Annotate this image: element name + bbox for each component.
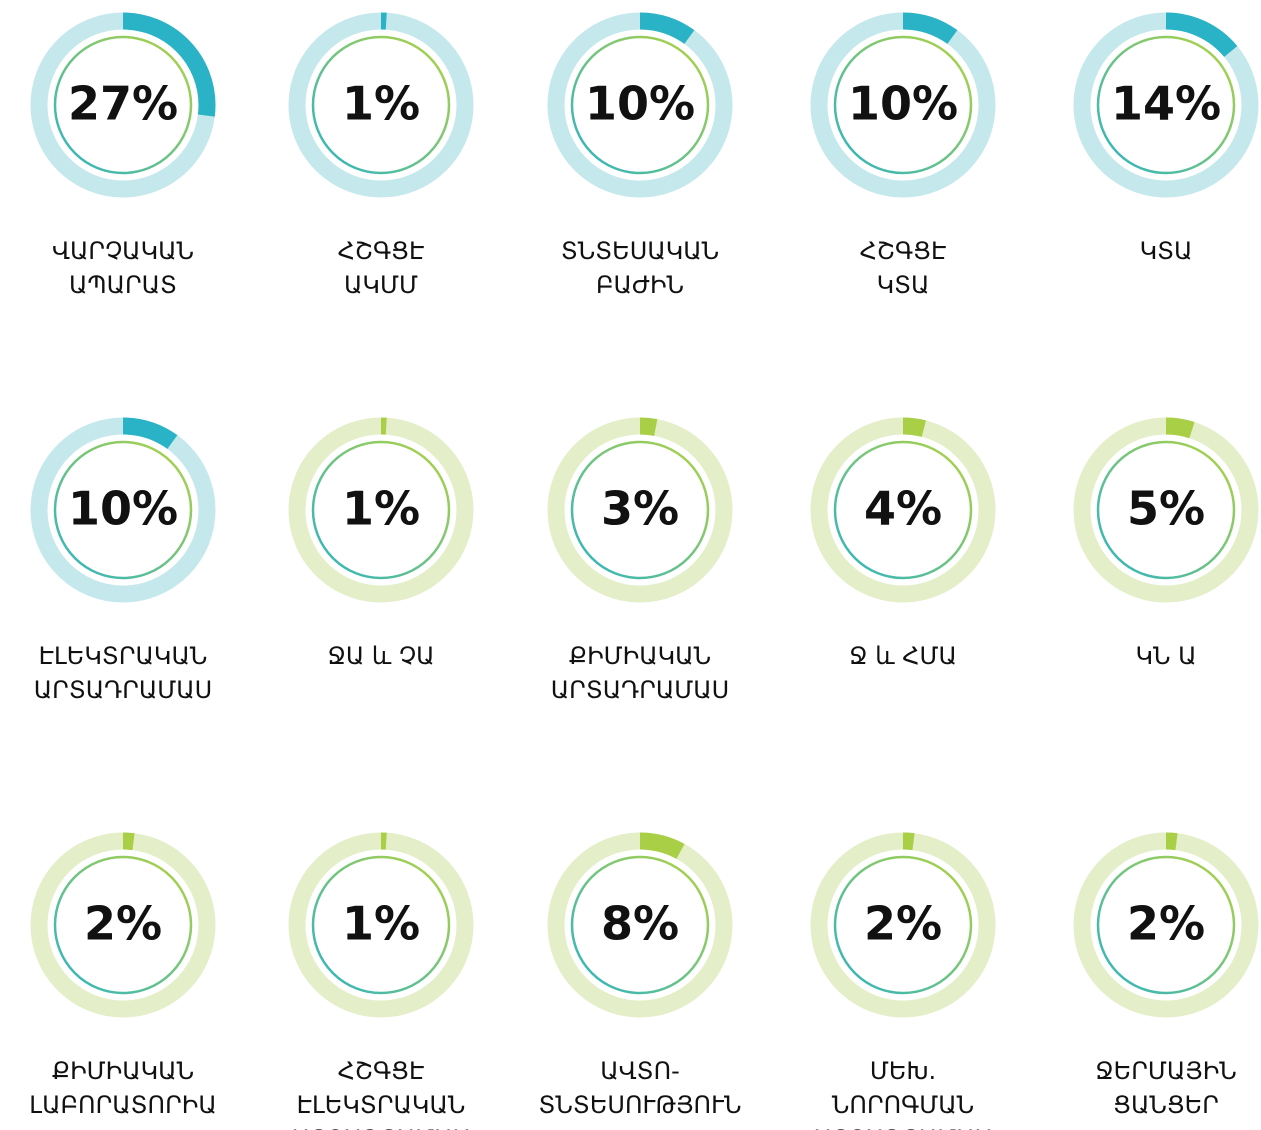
inner-ring [53,855,193,995]
gauge-label: ԼԱԲՈՐԱՏՈՐԻԱ [29,1091,216,1119]
percent-label: 1% [342,77,420,131]
inner-ring [1096,35,1236,175]
gauge-label: ԿՏԱ [877,271,930,299]
percent-label: 3% [601,482,679,536]
ring-arc [547,12,733,198]
percent-label: 2% [84,897,162,951]
inner-ring [570,440,710,580]
gauge-label: ՑԱՆՑԵՐ [1113,1091,1219,1119]
gauge-label: ԱՐՏԱԴՐԱՄԱՍ [292,1125,470,1130]
inner-ring [833,855,973,995]
ring-arc [547,417,733,603]
gauge-label: ՄԵԽ. [870,1057,936,1085]
ring-arc [1073,12,1259,198]
inner-ring [570,855,710,995]
percent-label: 10% [585,77,695,131]
inner-ring [1096,440,1236,580]
gauge-label: ՆՈՐՈԳՄԱՆ [832,1091,974,1119]
percent-label: 5% [1127,482,1205,536]
inner-ring [570,35,710,175]
percent-label: 2% [1127,897,1205,951]
gauge-label: ԱՎՏՈ- [600,1057,680,1085]
ring-arc [1073,417,1259,603]
ring-arc [1073,832,1259,1018]
ring-arc [288,832,474,1018]
percent-label: 4% [864,482,942,536]
gauge-label: ԲԱԺԻՆ [596,271,684,299]
gauge-label: ԱՊԱՐԱՏ [69,271,177,299]
gauge-label: ԱՐՏԱԴՐԱՄԱՍ [814,1125,992,1130]
percent-label: 8% [601,897,679,951]
gauge-label: ԱԿՄՄ [344,271,418,299]
ring-arc [810,832,996,1018]
percent-label: 10% [68,482,178,536]
percent-label: 1% [342,897,420,951]
ring-arc [810,417,996,603]
gauge-label: ԷԼԵԿՏՐԱԿԱՆ [39,642,208,670]
gauge-label: ԿՏԱ [1140,237,1193,265]
inner-ring [311,440,451,580]
gauge-label: ՋԵՐՄԱՅԻՆ [1095,1057,1237,1085]
gauge-label: ՏՆՏԵՍԱԿԱՆ [561,237,719,265]
ring-arc [30,417,216,603]
gauge-label: ՀՇԳՑԷ [338,237,425,265]
inner-ring [311,855,451,995]
percent-label: 2% [864,897,942,951]
percent-label: 1% [342,482,420,536]
gauge-label: ՎԱՐՉԱԿԱՆ [52,237,194,265]
gauge-label: ՔԻՄԻԱԿԱՆ [569,642,711,670]
gauge-label: ՀՇԳՑԷ [338,1057,425,1085]
inner-ring [53,440,193,580]
ring-arc [810,12,996,198]
ring-arc [30,832,216,1018]
inner-ring [833,35,973,175]
gauge-label: Ջ և ՀՄԱ [849,642,957,670]
ring-arc [547,832,733,1018]
inner-ring [1096,855,1236,995]
ring-arc [288,417,474,603]
gauge-label: ՔԻՄԻԱԿԱՆ [52,1057,194,1085]
gauge-label: ԱՐՏԱԴՐԱՄԱՍ [551,676,729,704]
ring-arc [30,12,216,198]
percent-label: 27% [68,77,178,131]
gauge-label: ԷԼԵԿՏՐԱԿԱՆ [297,1091,466,1119]
ring-arc [288,12,474,198]
inner-ring [833,440,973,580]
gauge-label: ՀՇԳՑԷ [860,237,947,265]
inner-ring [53,35,193,175]
gauge-label: ՏՆՏԵՍՈՒԹՅՈՒՆ [539,1091,742,1119]
percent-label: 14% [1111,77,1221,131]
gauge-label: ԿՆ Ա [1135,642,1196,670]
gauge-label: ԱՐՏԱԴՐԱՄԱՍ [34,676,212,704]
inner-ring [311,35,451,175]
gauge-label: ՋԱ և ՉԱ [327,642,434,670]
percent-label: 10% [848,77,958,131]
